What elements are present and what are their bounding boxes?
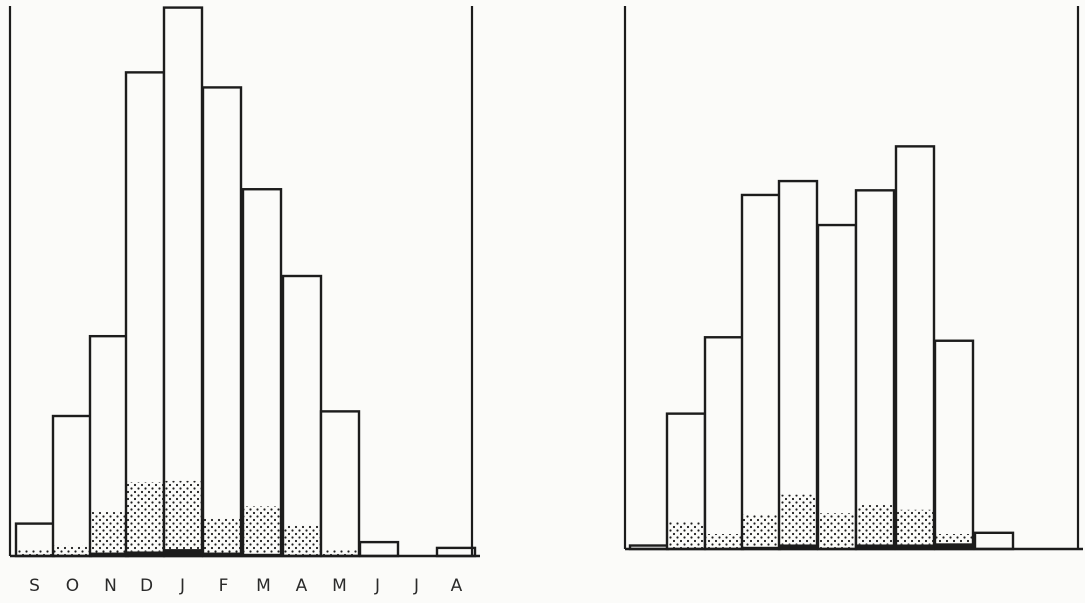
chart-1-tick-label-3: N (104, 576, 118, 596)
chart-1-bar-dotted-6 (203, 517, 241, 553)
chart-2-bar-dotted-4 (742, 514, 780, 547)
chart-1-bar-black-3 (90, 552, 128, 556)
chart-1-bar-open-3 (90, 336, 128, 513)
chart-2-bar-black-8 (896, 544, 934, 549)
chart-2-bar-open-10 (975, 532, 1013, 549)
chart-1-bar-dotted-8 (283, 524, 321, 555)
chart-2-bar-black-7 (856, 544, 894, 549)
chart-1-bar-open-6 (203, 87, 241, 518)
chart-2-bar-dotted-9 (935, 533, 973, 544)
chart-1-bar-dotted-4 (126, 481, 164, 552)
chart-1-tick-label-10: J (374, 576, 381, 596)
chart-1-bar-open-1 (16, 523, 54, 551)
chart-1-bar-open-7 (243, 189, 281, 507)
chart-1-bar-dotted-9 (321, 550, 359, 556)
chart-1-bar-dotted-2 (53, 545, 91, 555)
chart-1-tick-label-6: F (219, 576, 230, 596)
chart-1-bar-open-12 (437, 547, 475, 556)
chart-1-bar-black-5 (164, 549, 202, 556)
chart-2-bar-dotted-7 (856, 505, 894, 545)
chart-2-bar-dotted-5 (779, 494, 817, 545)
chart-2-bar-open-3 (705, 337, 743, 534)
chart-1-bar-black-6 (203, 552, 241, 556)
chart-2-bar-dotted-2 (667, 522, 705, 549)
chart-1-tick-label-9: M (332, 576, 348, 596)
chart-1-bar-dotted-3 (90, 512, 128, 553)
chart-1-bar-open-9 (321, 411, 359, 551)
chart-1-tick-label-2: O (66, 576, 80, 596)
chart-1-bar-dotted-5 (164, 480, 202, 550)
chart-1-tick-label-1: S (29, 576, 41, 596)
chart-1-bar-dotted-7 (243, 506, 281, 554)
chart-2-bar-open-5 (779, 181, 817, 495)
chart-1-bar-open-8 (283, 276, 321, 525)
chart-1-bar-dotted-1 (16, 550, 54, 556)
chart-1-bar-open-4 (126, 72, 164, 482)
chart-2-bar-open-2 (667, 413, 705, 523)
chart-2-bar-dotted-6 (818, 513, 856, 548)
chart-2-bar-open-9 (935, 340, 973, 534)
chart-2-bar-dotted-3 (705, 533, 743, 548)
chart-2-bar-black-5 (779, 544, 817, 549)
chart-1-bar-open-5 (164, 7, 202, 481)
chart-2-bar-open-1 (630, 545, 668, 549)
chart-1-bar-black-4 (126, 551, 164, 556)
chart-2-bar-black-9 (935, 543, 973, 549)
chart-2-bar-open-8 (896, 146, 934, 510)
chart-1-tick-label-11: J (413, 576, 420, 596)
chart-2-bar-open-7 (856, 190, 894, 506)
chart-1-tick-label-4: D (140, 576, 154, 596)
chart-1-tick-label-12: A (451, 576, 464, 596)
chart-1-tick-label-8: A (296, 576, 309, 596)
chart-2-bar-open-6 (818, 225, 856, 514)
chart-1-tick-label-5: J (179, 576, 186, 596)
chart-2-bar-dotted-8 (896, 509, 934, 545)
chart-1-bar-open-10 (360, 542, 398, 556)
chart-2-bar-open-4 (742, 194, 780, 515)
chart-1-bar-open-2 (53, 416, 91, 546)
chart-1-tick-label-7: M (256, 576, 272, 596)
